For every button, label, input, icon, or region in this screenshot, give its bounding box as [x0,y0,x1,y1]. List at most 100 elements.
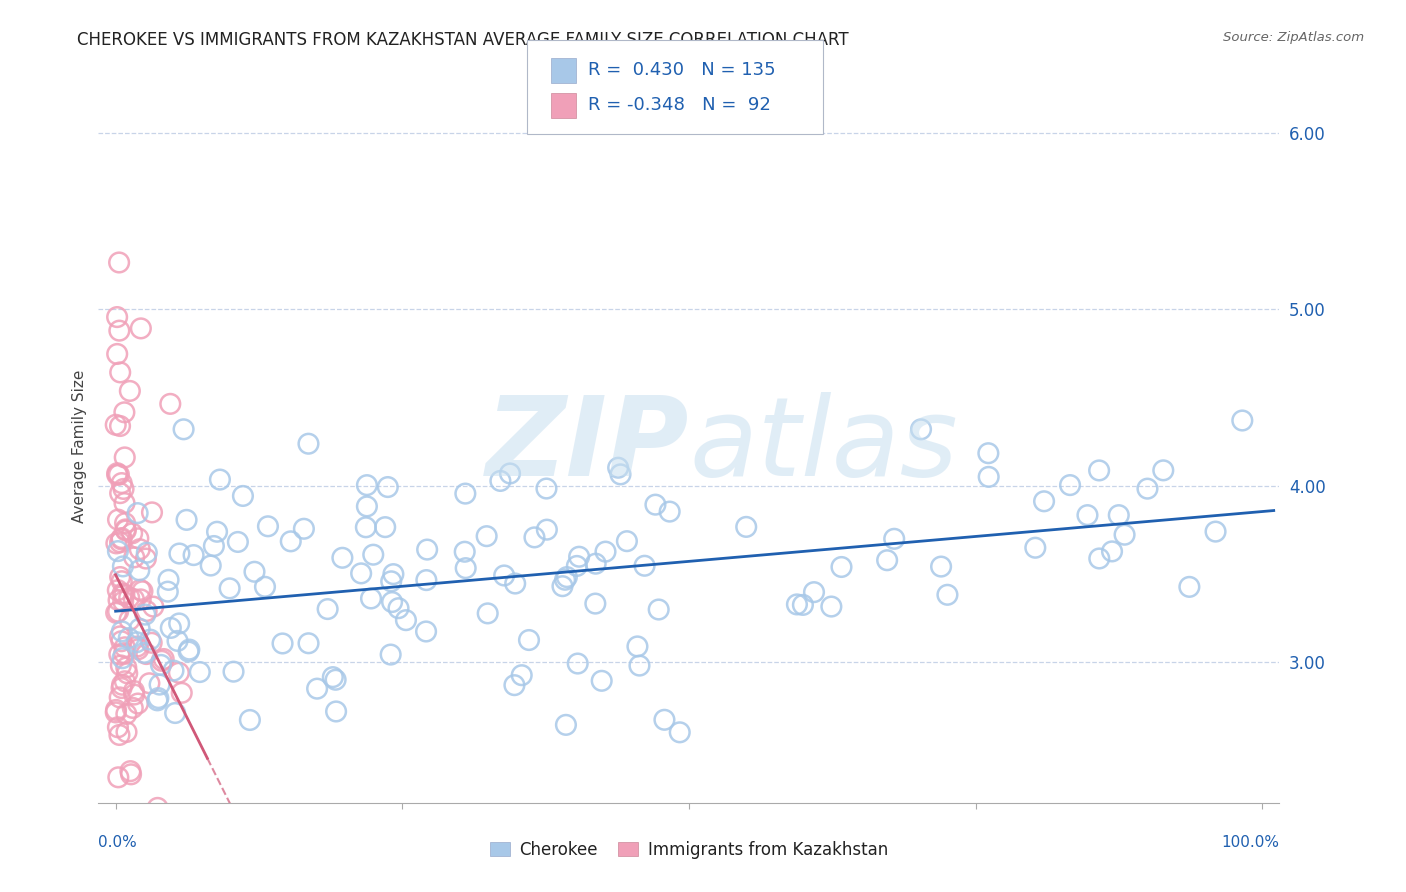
Point [292,522,315,536]
Point [152,652,174,666]
Point [104,417,127,432]
Point [108,728,131,742]
Point [122,684,145,698]
Point [1088,551,1111,566]
Point [374,520,396,534]
Point [129,592,152,607]
Point [111,559,134,574]
Point [555,570,578,584]
Point [127,697,149,711]
Point [105,536,128,550]
Point [222,665,245,679]
Point [257,519,280,533]
Point [415,624,437,639]
Text: Source: ZipAtlas.com: Source: ZipAtlas.com [1223,31,1364,45]
Point [129,321,152,335]
Point [475,529,498,543]
Point [415,573,437,587]
Point [105,467,128,482]
Point [536,482,558,496]
Point [489,474,512,488]
Point [503,678,526,692]
Point [108,255,131,269]
Point [121,701,143,715]
Point [322,670,344,684]
Point [977,470,1000,484]
Point [112,587,135,601]
Point [595,544,617,558]
Point [105,703,128,717]
Point [454,486,477,500]
Point [395,613,418,627]
Point [188,665,211,679]
Point [585,557,607,571]
Point [138,676,160,690]
Point [350,566,373,581]
Point [609,467,631,482]
Point [208,473,231,487]
Point [112,646,135,660]
Point [105,347,128,361]
Point [162,664,184,678]
Point [792,598,814,612]
Point [883,532,905,546]
Point [129,582,152,597]
Point [110,533,132,547]
Point [110,658,132,673]
Point [108,486,131,500]
Point [803,585,825,599]
Point [114,674,136,689]
Point [111,624,134,639]
Point [297,436,319,450]
Point [105,310,128,324]
Point [183,548,205,562]
Point [142,599,165,614]
Point [591,673,613,688]
Point [1059,478,1081,492]
Point [380,648,402,662]
Point [499,467,522,481]
Point [118,384,141,398]
Point [910,422,932,436]
Point [108,690,131,705]
Point [122,688,145,702]
Point [127,831,149,846]
Point [1205,524,1227,539]
Point [205,524,228,539]
Point [134,646,156,660]
Point [167,665,190,680]
Point [114,640,136,655]
Point [111,476,134,491]
Point [127,831,149,846]
Point [325,673,347,687]
Text: 100.0%: 100.0% [1222,835,1279,849]
Point [202,539,225,553]
Point [1152,463,1174,477]
Point [361,548,384,562]
Point [156,584,179,599]
Point [118,591,141,605]
Point [381,595,404,609]
Point [325,705,347,719]
Point [226,535,249,549]
Point [127,640,149,654]
Point [114,516,136,530]
Point [387,601,409,615]
Point [565,558,588,573]
Point [135,604,157,618]
Point [134,607,156,622]
Point [382,567,405,582]
Point [607,460,630,475]
Point [105,606,128,620]
Text: R =  0.430   N = 135: R = 0.430 N = 135 [588,62,775,79]
Point [115,524,138,538]
Point [354,520,377,534]
Point [503,576,526,591]
Point [1108,508,1130,523]
Point [1033,494,1056,508]
Point [316,602,339,616]
Point [170,686,193,700]
Point [115,725,138,739]
Point [356,478,378,492]
Point [510,668,533,682]
